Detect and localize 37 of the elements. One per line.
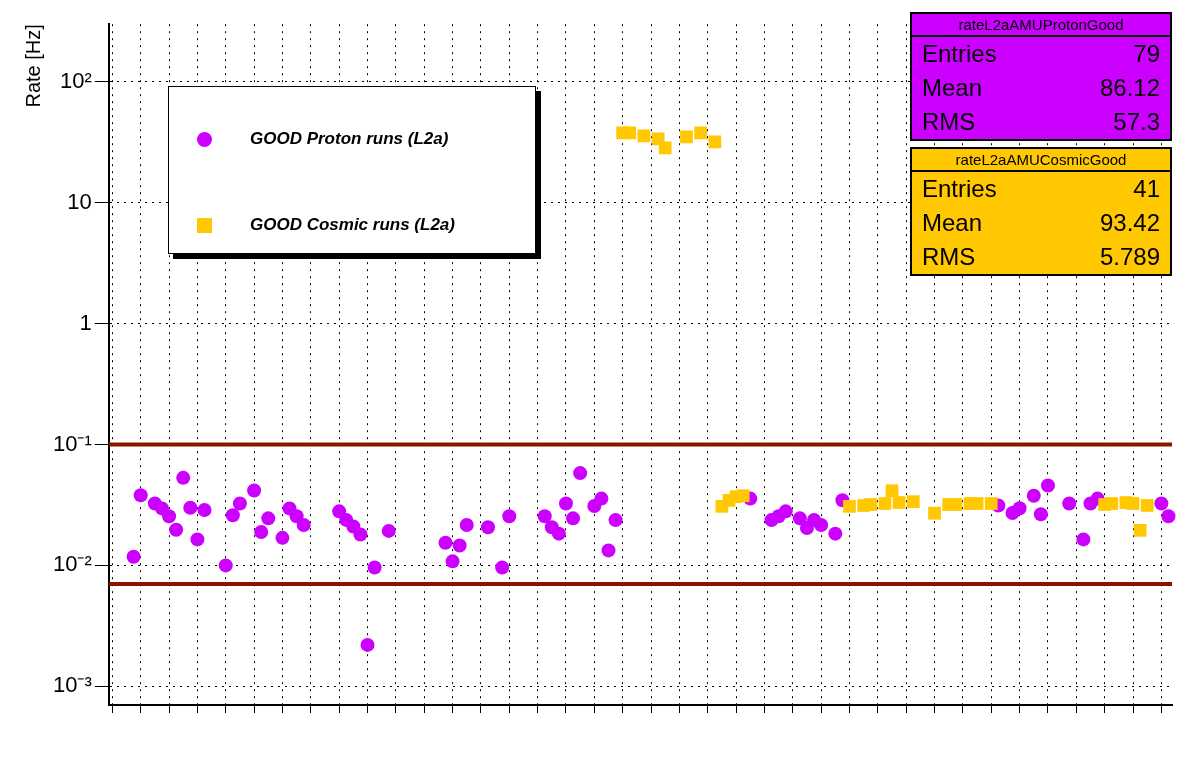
point xyxy=(680,130,693,144)
point xyxy=(885,484,899,498)
y-tick-label: 1 xyxy=(79,309,92,335)
y-axis-title: Rate [Hz] xyxy=(21,24,44,108)
text: Entries 41 xyxy=(922,175,1160,202)
text: Mean 86.12 xyxy=(922,74,1160,101)
annotation: rateL2aAMUCosmicGood xyxy=(912,149,1170,172)
annotation: rateL2aAMUProtonGood xyxy=(912,14,1170,37)
point xyxy=(708,135,722,149)
text: Mean 93.42 xyxy=(922,209,1160,236)
y-tick-label: 10⁻² xyxy=(53,551,92,577)
point xyxy=(906,495,920,508)
text: RMS 5.789 xyxy=(922,243,1160,270)
point xyxy=(736,489,750,503)
text: RMS 57.3 xyxy=(922,108,1160,135)
point xyxy=(928,506,941,520)
point xyxy=(843,499,856,513)
y-tick-label: 10⁻¹ xyxy=(53,430,92,456)
text: Entries 79 xyxy=(922,40,1160,67)
point xyxy=(1133,523,1147,537)
point xyxy=(970,497,984,510)
point xyxy=(1105,497,1119,510)
point xyxy=(984,497,998,510)
point xyxy=(892,496,906,509)
point xyxy=(623,126,637,140)
point xyxy=(1140,499,1154,512)
legend-label: GOOD Proton runs (L2a) xyxy=(250,129,449,149)
point xyxy=(694,126,708,140)
point xyxy=(1126,497,1140,510)
y-tick-label: 10² xyxy=(60,67,92,93)
legend-label: GOOD Cosmic runs (L2a) xyxy=(250,215,455,235)
point xyxy=(878,497,892,510)
point xyxy=(949,498,963,511)
point xyxy=(864,498,878,511)
y-tick-label: 10 xyxy=(67,188,92,214)
point xyxy=(658,141,672,155)
y-tick-label: 10⁻³ xyxy=(53,672,92,698)
